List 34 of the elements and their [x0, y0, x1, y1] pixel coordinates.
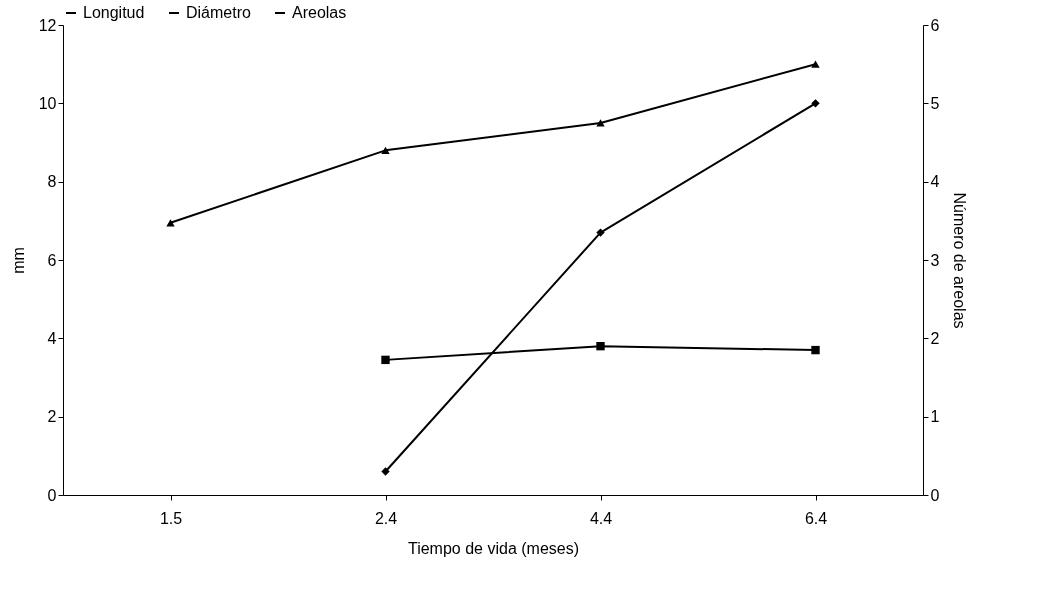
point [596, 341, 605, 351]
point [596, 119, 605, 127]
legend-label: Longitud [83, 4, 145, 21]
y2-tick-label: 2 [930, 329, 940, 347]
y-tick-label: 6 [47, 251, 57, 269]
point [381, 467, 390, 476]
point [811, 60, 820, 68]
x-axis-title: Tiempo de vida (meses) [407, 539, 580, 557]
y2-tick-label: 5 [930, 94, 940, 112]
y-tick-label: 8 [47, 173, 57, 191]
point [381, 355, 390, 365]
point [166, 219, 175, 227]
y-tick-label: 2 [47, 408, 57, 426]
y-tick-label: 10 [38, 94, 57, 112]
x-tick-label: 6.4 [804, 509, 828, 527]
y2-tick-label: 6 [930, 16, 940, 34]
y2-tick-label: 3 [930, 251, 940, 269]
legend-label: Areolas [292, 4, 347, 21]
point [811, 99, 820, 108]
y2-tick-label: 1 [930, 408, 940, 426]
y2-axis-title: Número de areolas [951, 192, 969, 329]
x-tick-label: 2.4 [374, 509, 398, 527]
legend-label: Diámetro [186, 4, 252, 21]
point [596, 228, 605, 237]
x-tick-label: 4.4 [589, 509, 613, 527]
y-tick-label: 4 [47, 329, 57, 347]
y-axis-title: mm [9, 247, 27, 274]
point [811, 345, 820, 355]
y2-tick-label: 4 [930, 173, 940, 191]
point [381, 146, 390, 154]
y2-tick-label: 0 [930, 486, 940, 504]
y-tick-label: 12 [38, 16, 57, 34]
x-tick-label: 1.5 [159, 509, 183, 527]
y-tick-label: 0 [47, 486, 57, 504]
